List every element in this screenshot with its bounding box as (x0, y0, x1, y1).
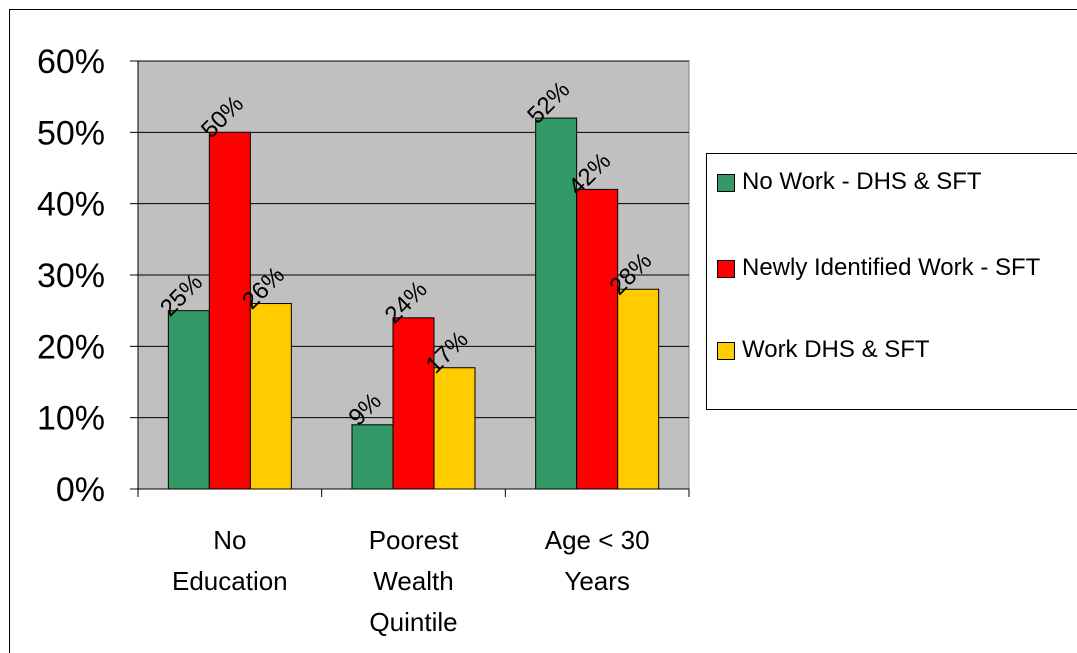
y-tick-label: 60% (37, 43, 105, 81)
legend-item-work: Work DHS & SFT (717, 336, 1077, 364)
bars (167, 117, 660, 490)
y-tick-label: 10% (37, 400, 105, 438)
y-tick-label: 0% (56, 471, 105, 509)
legend-item-newly-identified: Newly Identified Work - SFT (717, 254, 1077, 282)
x-tick-label: Years (564, 566, 630, 596)
bar (576, 188, 619, 490)
x-tick-label: No (213, 525, 246, 555)
bar (535, 117, 578, 490)
legend-swatch-green (717, 174, 735, 192)
x-tick-label: Quintile (369, 607, 457, 637)
legend: No Work - DHS & SFT Newly Identified Wor… (706, 153, 1077, 410)
x-tick-label: Wealth (373, 566, 453, 596)
bar (167, 310, 210, 490)
x-tick-label: Poorest (369, 525, 459, 555)
x-tick-label: Age < 30 (545, 525, 650, 555)
bar (433, 367, 476, 490)
legend-label: Work DHS & SFT (742, 336, 930, 363)
axes (130, 60, 690, 497)
bar (351, 424, 394, 490)
legend-label: Newly Identified Work - SFT (742, 254, 1041, 281)
x-tick-label: Education (172, 566, 288, 596)
bar (617, 288, 660, 490)
legend-label: No Work - DHS & SFT (742, 168, 982, 195)
bar (392, 317, 435, 490)
chart-frame (9, 9, 1077, 653)
bar (208, 131, 251, 490)
y-tick-label: 30% (37, 257, 105, 295)
bar (249, 303, 292, 490)
legend-swatch-yellow (717, 342, 735, 360)
x-tick-labels: No Education Poorest Wealth Quintile Age < 30… (172, 525, 650, 637)
y-tick-labels: 0% 10% 20% 30% 40% 50% 60% (37, 43, 105, 509)
y-tick-label: 20% (37, 328, 105, 366)
y-tick-label: 50% (37, 114, 105, 152)
legend-item-no-work: No Work - DHS & SFT (717, 168, 1077, 196)
legend-swatch-red (717, 260, 735, 278)
y-tick-label: 40% (37, 186, 105, 224)
